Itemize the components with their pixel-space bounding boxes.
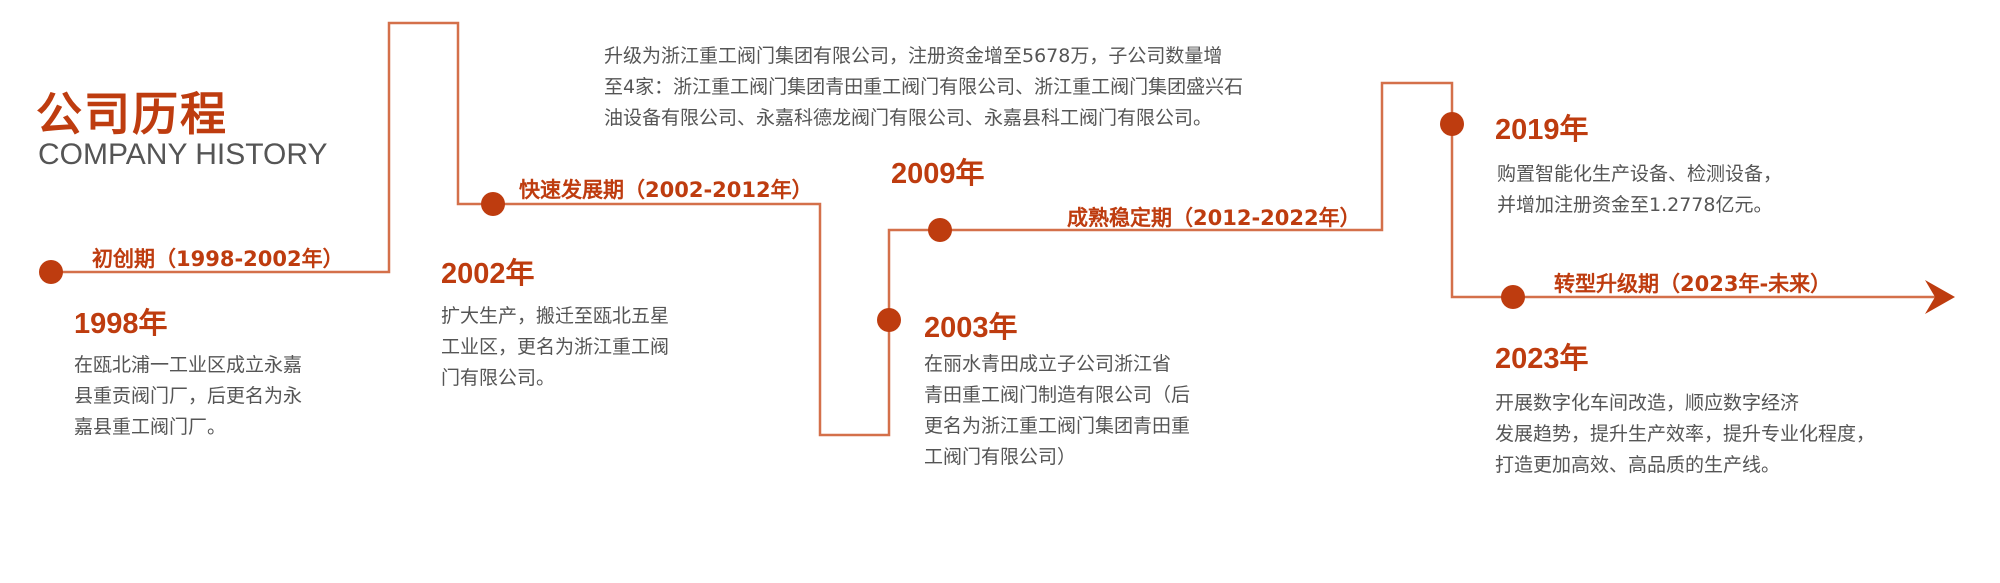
year-1998: 1998年 — [74, 308, 168, 340]
desc-2003: 在丽水青田成立子公司浙江省 青田重工阀门制造有限公司（后 更名为浙江重工阀门集团… — [924, 349, 1190, 473]
desc-2002: 扩大生产，搬迁至瓯北五星 工业区，更名为浙江重工阀 门有限公司。 — [441, 301, 669, 394]
year-2003: 2003年 — [924, 312, 1018, 344]
desc-line: 升级为浙江重工阀门集团有限公司，注册资金增至5678万，子公司数量增 — [604, 45, 1223, 67]
desc-line: 购置智能化生产设备、检测设备， — [1497, 163, 1783, 185]
period-label-mature: 成熟稳定期（2012-2022年） — [1067, 206, 1361, 230]
desc-line: 在丽水青田成立子公司浙江省 — [924, 353, 1172, 375]
milestone-dot-2002 — [481, 192, 505, 216]
year-2019: 2019年 — [1495, 114, 1589, 146]
page-subtitle: COMPANY HISTORY — [38, 138, 328, 171]
period-label-growth: 快速发展期（2002-2012年） — [519, 178, 813, 202]
desc-line: 并增加注册资金至1.2778亿元。 — [1497, 194, 1773, 216]
desc-line: 在瓯北浦一工业区成立永嘉 — [74, 354, 303, 376]
desc-line: 青田重工阀门制造有限公司（后 — [924, 384, 1191, 406]
desc-1998: 在瓯北浦一工业区成立永嘉 县重贡阀门厂，后更名为永 嘉县重工阀门厂。 — [74, 350, 302, 443]
arrow-head-icon — [1925, 280, 1955, 314]
desc-line: 县重贡阀门厂，后更名为永 — [74, 385, 303, 407]
milestone-dot-2023 — [1501, 285, 1525, 309]
period-label-transform: 转型升级期（2023年-未来） — [1554, 272, 1832, 296]
desc-line: 嘉县重工阀门厂。 — [74, 416, 227, 438]
desc-2023: 开展数字化车间改造，顺应数字经济 发展趋势，提升生产效率，提升专业化程度， 打造… — [1495, 388, 1875, 481]
milestone-dot-2019 — [1440, 112, 1464, 136]
desc-line: 发展趋势，提升生产效率，提升专业化程度， — [1495, 423, 1876, 445]
desc-line: 打造更加高效、高品质的生产线。 — [1495, 454, 1781, 476]
milestone-dot-2003 — [877, 308, 901, 332]
milestone-dot-2009 — [928, 218, 952, 242]
year-2009: 2009年 — [891, 158, 985, 190]
year-2023: 2023年 — [1495, 343, 1589, 375]
desc-2019: 购置智能化生产设备、检测设备， 并增加注册资金至1.2778亿元。 — [1497, 159, 1782, 221]
year-2002: 2002年 — [441, 258, 535, 290]
desc-line: 开展数字化车间改造，顺应数字经济 — [1495, 392, 1800, 414]
page-title: 公司历程 — [36, 87, 228, 141]
desc-line: 扩大生产，搬迁至瓯北五星 — [441, 305, 670, 327]
desc-line: 更名为浙江重工阀门集团青田重 — [924, 415, 1191, 437]
desc-line: 工阀门有限公司） — [924, 446, 1077, 468]
period-label-startup: 初创期（1998-2002年） — [92, 247, 344, 271]
timeline-line — [51, 21, 1940, 437]
desc-line: 工业区，更名为浙江重工阀 — [441, 336, 670, 358]
desc-2009: 升级为浙江重工阀门集团有限公司，注册资金增至5678万，子公司数量增 至4家：浙… — [604, 41, 1243, 134]
desc-line: 油设备有限公司、永嘉科德龙阀门有限公司、永嘉县科工阀门有限公司。 — [604, 107, 1213, 129]
desc-line: 门有限公司。 — [441, 367, 556, 389]
milestone-dot-1998 — [39, 260, 63, 284]
desc-line: 至4家：浙江重工阀门集团青田重工阀门有限公司、浙江重工阀门集团盛兴石 — [604, 76, 1244, 98]
